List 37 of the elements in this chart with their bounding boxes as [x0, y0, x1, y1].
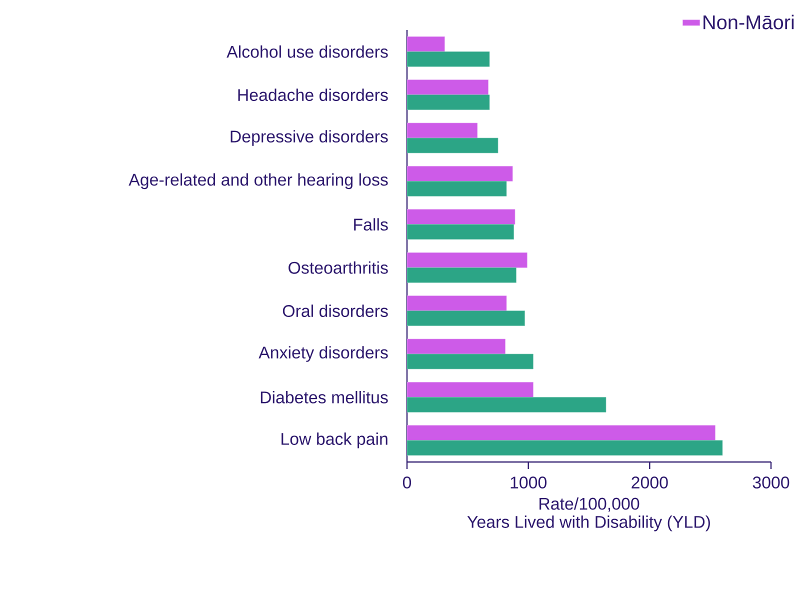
- bar: [407, 354, 534, 370]
- y-tick-label: Low back pain: [282, 432, 388, 448]
- x-tick-label: 0: [402, 476, 412, 489]
- y-tick-label: Age-related and other hearing loss: [128, 173, 388, 190]
- x-axis-title: Rate/100,000: [540, 497, 640, 512]
- bar: [407, 310, 525, 326]
- x-tick-label: 3000: [752, 476, 790, 489]
- bar: [407, 166, 513, 182]
- y-tick-label: Alcohol use disorders: [226, 45, 388, 58]
- bar: [407, 122, 478, 138]
- y-tick-label: Falls: [354, 218, 388, 231]
- bar: [407, 51, 490, 67]
- bar: [407, 397, 606, 412]
- text: Years Lived with Disability (YLD): [467, 516, 710, 532]
- y-tick-label: Oral disorders: [282, 304, 388, 318]
- bar: [407, 338, 506, 354]
- bar: [407, 267, 516, 283]
- x-tick-label: 1000: [510, 476, 547, 489]
- y-tick-label: Diabetes mellitus: [260, 390, 388, 404]
- bar: [407, 224, 514, 240]
- y-tick-label: Depressive disorders: [230, 130, 388, 146]
- bar: [407, 382, 534, 398]
- bar: [407, 425, 716, 441]
- y-tick-label: Headache disorders: [238, 88, 388, 102]
- y-tick-label: Anxiety disorders: [258, 346, 388, 362]
- x-tick-label: 2000: [632, 476, 668, 489]
- bar: [407, 440, 723, 456]
- bar: [407, 138, 498, 154]
- legend-label: Non-Māori: [704, 14, 794, 30]
- bar: [407, 94, 490, 110]
- bar: [407, 209, 516, 225]
- bar: [407, 80, 488, 95]
- bar: [407, 181, 507, 196]
- bar: [407, 36, 445, 52]
- bar: [407, 296, 507, 311]
- y-tick-label: Osteoarthritis: [288, 261, 388, 274]
- bar: [407, 252, 528, 268]
